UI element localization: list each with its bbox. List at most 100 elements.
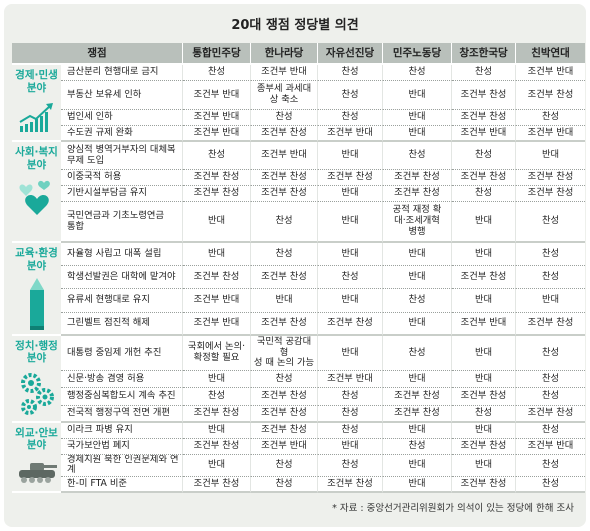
opinion-cell: 찬성 <box>318 422 384 439</box>
issue-cell: 유류세 현행대로 유지 <box>61 289 184 313</box>
opinion-cell: 조건부 찬성 <box>183 170 252 186</box>
opinion-cell: 반대 <box>318 202 384 243</box>
opinion-cell: 찬성 <box>383 142 453 170</box>
opinion-cell: 조건부 반대 <box>516 126 586 142</box>
opinion-cell: 찬성 <box>383 65 453 81</box>
opinion-cell: 반대 <box>183 371 252 389</box>
issue-cell: 한-미 FTA 비준 <box>61 477 184 494</box>
opinion-cell: 반대 <box>383 81 453 110</box>
opinion-cell: 반대 <box>183 454 252 478</box>
table-row: 신문·방송 겸영 허용 반대 찬성 조건부 반대 반대 반대 찬성 <box>12 371 586 389</box>
opinion-cell: 반대 <box>383 266 453 290</box>
opinion-cell: 찬성 <box>251 371 319 389</box>
header-party: 한나라당 <box>251 43 319 65</box>
issue-cell: 수도권 규제 완화 <box>61 126 184 142</box>
issue-cell: 이라크 파병 유지 <box>61 422 184 439</box>
opinion-cell: 찬성 <box>251 477 319 494</box>
issue-cell: 대통령 중임제 개헌 추진 <box>61 335 184 372</box>
category-label: 교육·환경 분야 <box>15 247 58 272</box>
opinion-cell: 조건부 찬성 <box>251 422 319 439</box>
table-row: 부동산 보유세 인하 조건부 반대 종부세 과세대 상 축소 찬성 반대 조건부 찬성 조건… <box>12 81 586 110</box>
table-row: 행정중심복합도시 계속 추진 찬성 조건부 찬성 찬성 조건부 찬성 조건부 찬성 찬성 <box>12 388 586 406</box>
category-cell: 외교·안보 분야 <box>12 422 61 494</box>
table-row: 이중국적 허용 조건부 찬성 조건부 찬성 조건부 찬성 조건부 찬성 조건부 찬성 조건부… <box>12 170 586 186</box>
table-row: 경제·민생 분야 금산분리 현행대로 금지 찬성 조건부 반대 찬성 찬성 찬성 조건부 반대 <box>12 65 586 142</box>
issue-cell: 행정중심복합도시 계속 추진 <box>61 388 184 406</box>
issue-cell: 학생선발권은 대학에 맡겨야 <box>61 266 184 290</box>
opinion-cell: 반대 <box>383 477 453 494</box>
opinion-cell: 반대 <box>452 422 517 439</box>
opinion-cell: 조건부 찬성 <box>383 186 453 202</box>
table-row: 정치·행정 분야 대통령 중임제 개헌 추진 국회에서 논의· 확정할 필요 국민적 … <box>12 335 586 423</box>
issue-cell: 신문·방송 겸영 허용 <box>61 371 184 389</box>
opinion-cell: 조건부 찬성 <box>251 126 319 142</box>
opinion-cell: 조건부 찬성 <box>516 312 586 336</box>
opinion-cell: 조건부 찬성 <box>452 170 517 186</box>
issue-cell: 기반시설부담금 유지 <box>61 186 184 202</box>
opinion-cell: 찬성 <box>516 454 586 478</box>
issue-cell: 전국적 행정구역 전면 개편 <box>61 405 184 423</box>
opinion-cell: 조건부 찬성 <box>251 312 319 336</box>
opinion-cell: 찬성 <box>251 243 319 267</box>
opinion-cell: 반대 <box>383 126 453 142</box>
opinion-cell: 반대 <box>383 371 453 389</box>
opinion-cell: 조건부 반대 <box>183 110 252 126</box>
table-row: 국가보안법 폐지 조건부 찬성 조건부 반대 반대 찬성 조건부 찬성 조건부 반대 <box>12 438 586 455</box>
header-party: 친박연대 <box>516 43 586 65</box>
opinion-cell: 조건부 찬성 <box>452 388 517 406</box>
opinion-cell: 찬성 <box>318 110 384 126</box>
opinion-cell: 조건부 반대 <box>452 312 517 336</box>
opinion-cell: 찬성 <box>318 266 384 290</box>
opinion-cell: 찬성 <box>318 454 384 478</box>
table-row: 유류세 현행대로 유지 조건부 반대 반대 반대 찬성 반대 반대 <box>12 289 586 313</box>
table-row: 법인세 인하 조건부 반대 찬성 찬성 반대 조건부 찬성 찬성 <box>12 110 586 126</box>
opinion-cell: 반대 <box>452 454 517 478</box>
opinion-cell: 조건부 반대 <box>516 438 586 455</box>
opinion-cell: 반대 <box>251 289 319 313</box>
opinion-cell: 찬성 <box>452 65 517 81</box>
category-cell: 경제·민생 분야 <box>12 65 61 142</box>
issue-cell: 국민연금과 기초노령연금 통합 <box>61 202 184 243</box>
pencil-icon <box>14 278 59 334</box>
category-label: 정치·행정 분야 <box>15 339 58 365</box>
issues-table: 쟁점 통합민주당 한나라당 자유선진당 민주노동당 창조한국당 친박연대 경제·… <box>12 43 586 494</box>
issue-cell: 자율형 사립고 대폭 설립 <box>61 243 184 267</box>
opinion-cell: 찬성 <box>516 422 586 439</box>
opinion-cell: 반대 <box>452 289 517 313</box>
page-title: 20대 쟁점 정당별 의견 <box>231 18 359 33</box>
opinion-cell: 찬성 <box>383 438 453 455</box>
opinion-cell: 공적 재정 확 대·조세개혁 병행 <box>383 202 453 243</box>
header-party: 창조한국당 <box>452 43 517 65</box>
opinion-cell: 조건부 찬성 <box>318 312 384 336</box>
opinion-cell: 조건부 반대 <box>318 371 384 389</box>
opinion-cell: 찬성 <box>452 405 517 423</box>
opinion-cell: 조건부 찬성 <box>383 405 453 423</box>
opinion-cell: 찬성 <box>516 477 586 494</box>
opinion-cell: 반대 <box>452 243 517 267</box>
category-cell: 정치·행정 분야 <box>12 335 61 423</box>
table-row: 그린벨트 점진적 해제 조건부 반대 조건부 찬성 조건부 찬성 반대 조건부 반대 조건부… <box>12 312 586 336</box>
opinion-cell: 조건부 찬성 <box>516 186 586 202</box>
issue-cell: 경제지원 북한 인권문제와 연계 <box>61 454 184 478</box>
opinion-cell: 반대 <box>516 142 586 170</box>
opinion-cell: 반대 <box>318 142 384 170</box>
category-label: 외교·안보 분야 <box>15 426 58 452</box>
opinion-cell: 조건부 찬성 <box>251 266 319 290</box>
opinion-cell: 조건부 찬성 <box>383 170 453 186</box>
tank-icon <box>14 458 59 490</box>
category-cell: 교육·환경 분야 <box>12 243 61 336</box>
opinion-cell: 종부세 과세대 상 축소 <box>251 81 319 110</box>
opinion-cell: 찬성 <box>183 65 252 81</box>
header-party: 민주노동당 <box>383 43 453 65</box>
category-label: 경제·민생 분야 <box>15 69 58 94</box>
table-row: 전국적 행정구역 전면 개편 조건부 찬성 조건부 찬성 찬성 조건부 찬성 찬성 조건부 … <box>12 405 586 423</box>
header-row: 쟁점 통합민주당 한나라당 자유선진당 민주노동당 창조한국당 친박연대 <box>12 43 586 65</box>
category-cell: 사회·복지 분야 <box>12 142 61 243</box>
table-row: 사회·복지 분야 양심적 병역거부자의 대체복 무제 도입 찬성 조건부 반대 반대 찬성… <box>12 142 586 243</box>
opinion-cell: 조건부 찬성 <box>318 477 384 494</box>
opinion-cell: 찬성 <box>452 186 517 202</box>
opinion-cell: 반대 <box>183 202 252 243</box>
gears-icon <box>14 371 59 421</box>
header-party: 자유선진당 <box>318 43 384 65</box>
opinion-cell: 조건부 찬성 <box>516 405 586 423</box>
